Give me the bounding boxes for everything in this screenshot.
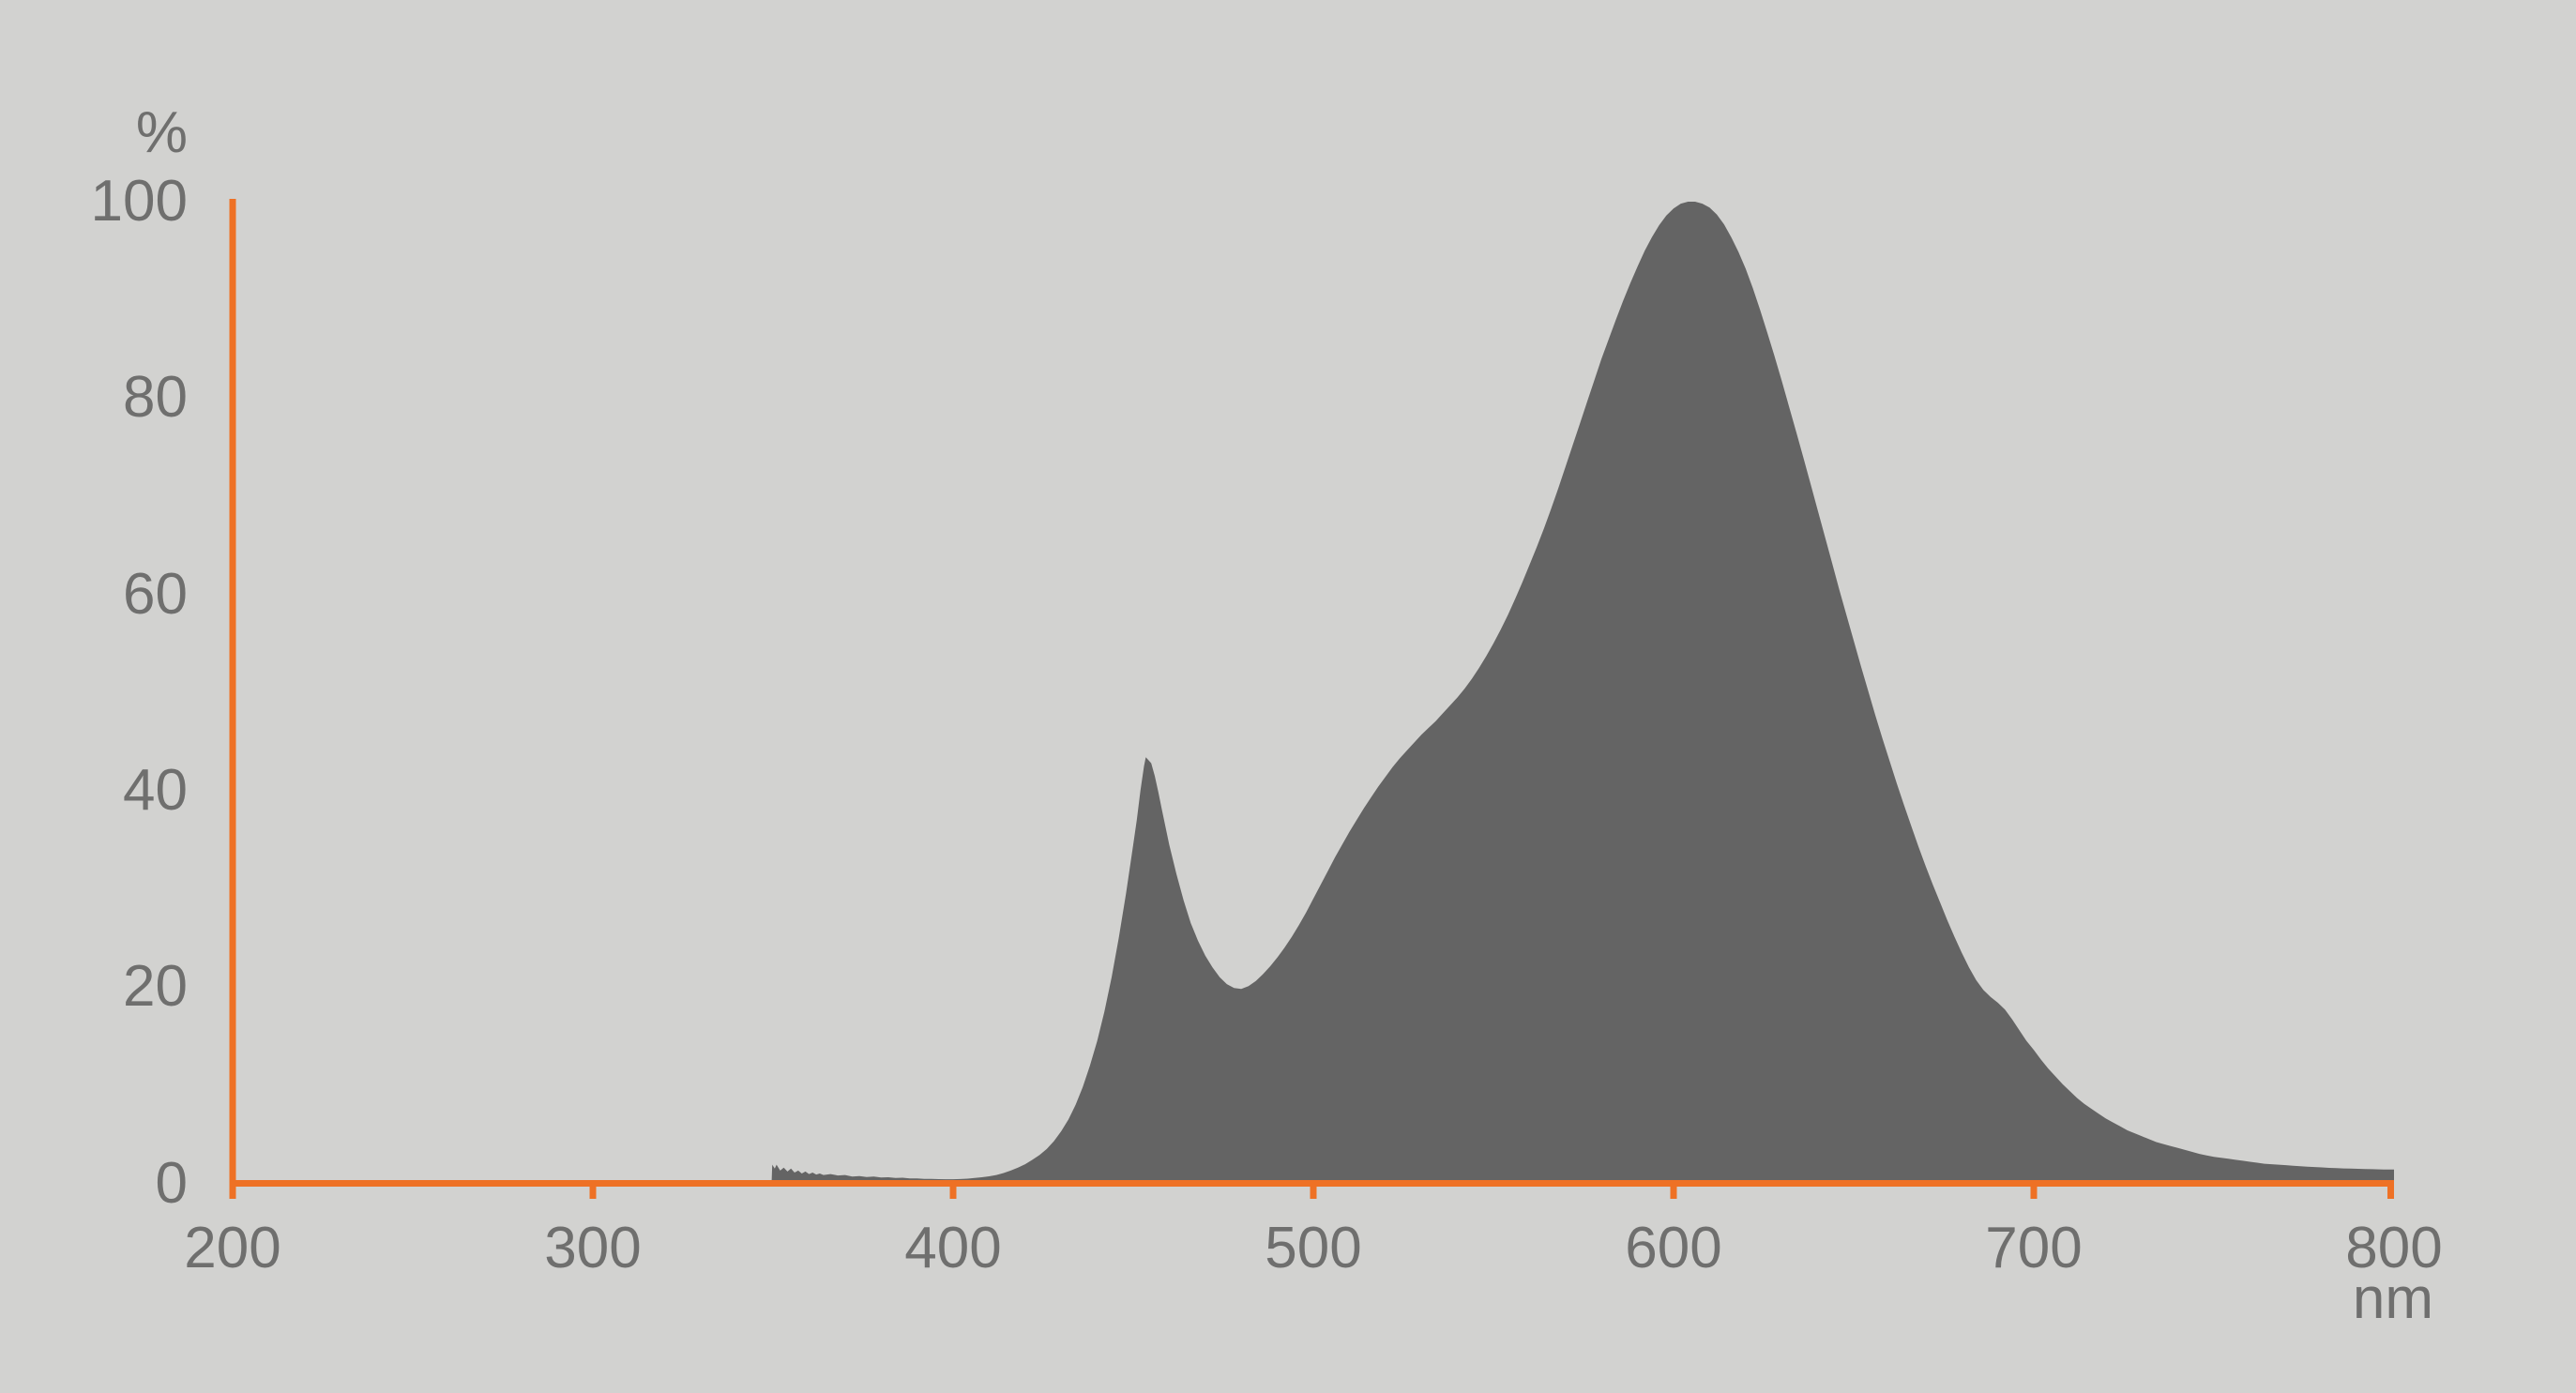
y-tick-label: 0 <box>155 1150 188 1216</box>
x-tick-label: 700 <box>1985 1216 2083 1280</box>
x-tick-label: 600 <box>1625 1216 1722 1280</box>
y-tick-label: 60 <box>123 561 188 627</box>
y-tick-label: 100 <box>90 169 188 234</box>
y-tick-label: 40 <box>123 757 188 823</box>
x-tick-label: 300 <box>544 1216 642 1280</box>
spectrum-area <box>771 202 2394 1184</box>
y-axis-unit-label: % <box>135 100 188 165</box>
axes <box>229 199 2394 1199</box>
x-tick-label: 800 <box>2345 1216 2443 1280</box>
x-axis-unit-label: nm <box>2352 1266 2434 1331</box>
x-tick-label: 200 <box>184 1216 281 1280</box>
y-tick-label: 80 <box>123 365 188 431</box>
y-tick-label: 20 <box>123 954 188 1020</box>
x-tick-label: 400 <box>904 1216 1002 1280</box>
x-tick-label: 500 <box>1265 1216 1362 1280</box>
